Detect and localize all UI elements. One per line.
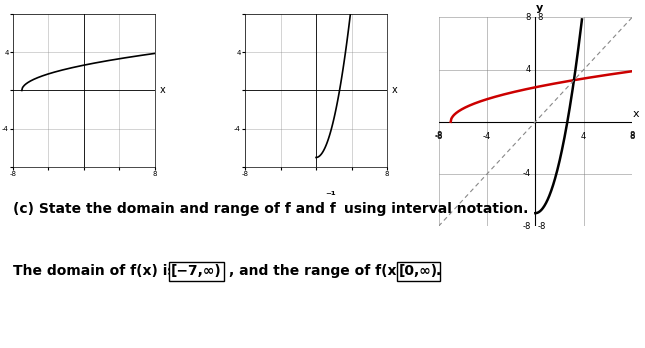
Text: (c) State the domain and range of f and f: (c) State the domain and range of f and … — [13, 202, 335, 216]
Text: y: y — [535, 3, 542, 13]
Text: x: x — [632, 109, 639, 119]
Text: -8: -8 — [435, 132, 442, 141]
Text: -4: -4 — [522, 169, 530, 179]
Text: 8: 8 — [525, 13, 530, 22]
Text: -8: -8 — [538, 222, 546, 231]
Text: ⁻¹: ⁻¹ — [326, 191, 337, 201]
Text: [−7,∞): [−7,∞) — [171, 264, 222, 278]
Text: using interval notation.: using interval notation. — [339, 202, 528, 216]
Text: -8: -8 — [435, 131, 442, 140]
Text: -8: -8 — [522, 222, 530, 231]
Text: x: x — [159, 86, 165, 95]
Text: x: x — [392, 86, 397, 95]
Text: 8: 8 — [630, 131, 635, 140]
Text: 8: 8 — [538, 13, 543, 22]
Text: The domain of f(x) is: The domain of f(x) is — [13, 264, 181, 278]
Text: 4: 4 — [581, 132, 586, 141]
Text: [0,∞): [0,∞) — [399, 264, 438, 278]
Text: 8: 8 — [630, 132, 635, 141]
Text: .: . — [435, 264, 441, 278]
Text: 4: 4 — [525, 65, 530, 74]
Text: -4: -4 — [483, 132, 491, 141]
Text: , and the range of f(x) is: , and the range of f(x) is — [229, 264, 426, 278]
